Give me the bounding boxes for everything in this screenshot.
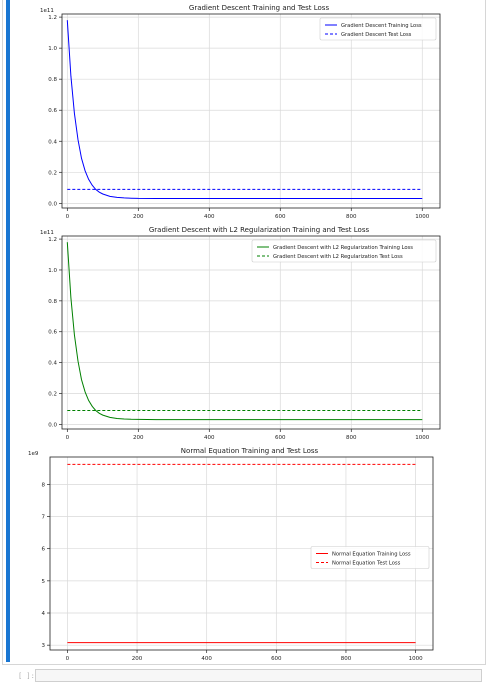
y-tick-label: 4 — [42, 611, 46, 617]
x-tick-label: 400 — [204, 214, 215, 220]
y-tick-label: 1.0 — [48, 268, 57, 274]
plot-frame — [62, 14, 440, 208]
y-tick-label: 0.4 — [48, 361, 57, 367]
y-tick-label: 1.2 — [48, 15, 57, 21]
y-tick-label: 0.2 — [48, 391, 57, 397]
y-tick-label: 1.2 — [48, 237, 57, 243]
y-tick-label: 0.6 — [48, 108, 57, 114]
x-tick-label: 0 — [66, 656, 70, 662]
x-tick-label: 1000 — [415, 435, 429, 441]
y-tick-label: 0.8 — [48, 299, 57, 305]
x-tick-label: 600 — [275, 214, 286, 220]
next-cell-input[interactable] — [35, 669, 482, 682]
y-tick-label: 0.4 — [48, 139, 57, 145]
x-tick-label: 200 — [133, 214, 144, 220]
y-offset-label: 1e11 — [40, 8, 54, 14]
y-tick-label: 0.2 — [48, 170, 57, 176]
legend-label: Gradient Descent with L2 Regularization … — [273, 254, 403, 260]
y-tick-label: 5 — [42, 579, 46, 585]
y-tick-label: 0.0 — [48, 201, 57, 207]
legend-label: Normal Equation Training Loss — [332, 552, 411, 558]
legend-label: Gradient Descent Test Loss — [341, 32, 412, 38]
x-tick-label: 800 — [341, 656, 352, 662]
next-cell-prompt: [ ]: — [18, 672, 36, 682]
x-tick-label: 800 — [346, 214, 357, 220]
x-tick-label: 0 — [66, 214, 70, 220]
series-line-1 — [67, 242, 422, 419]
x-tick-label: 600 — [271, 656, 282, 662]
chart-1: 0 200 400 600 800 1000 0.0 0.2 0.4 0.6 0.8 1.0 1.21e… — [40, 4, 440, 220]
y-tick-label: 0.6 — [48, 330, 57, 336]
chart-output: 0 200 400 600 800 1000 0.0 0.2 0.4 0.6 0.8 1.0 1.2 1e… — [11, 0, 486, 664]
chart-title: Gradient Descent with L2 Regularization … — [149, 226, 370, 234]
x-tick-label: 600 — [275, 435, 286, 441]
chart-title: Gradient Descent Training and Test Loss — [189, 4, 330, 12]
legend-label: Gradient Descent with L2 Regularization … — [273, 245, 413, 251]
x-tick-label: 800 — [346, 435, 357, 441]
x-tick-label: 1000 — [409, 656, 423, 662]
chart-title: Normal Equation Training and Test Loss — [181, 447, 319, 455]
chart-2: 0 200 400 600 800 1000 0.0 0.2 0.4 0.6 0.8 1.0 1.21e… — [40, 226, 440, 441]
x-tick-label: 400 — [201, 656, 212, 662]
cell-output-area[interactable]: 0 200 400 600 800 1000 0.0 0.2 0.4 0.6 0.8 1.0 1.2 1e… — [11, 0, 486, 664]
chart-3: 0 200 400 600 800 1000 3 4 5 6 7 8 1e9 Normal Equatio… — [28, 447, 433, 662]
legend-label: Gradient Descent Training Loss — [341, 23, 422, 29]
x-tick-label: 200 — [133, 435, 144, 441]
y-offset-label: 1e9 — [28, 451, 39, 457]
plot-frame — [62, 236, 440, 429]
y-tick-label: 3 — [42, 643, 46, 649]
cell-selection-bar[interactable] — [6, 0, 10, 662]
x-tick-label: 1000 — [415, 214, 429, 220]
y-tick-label: 8 — [42, 482, 46, 488]
x-tick-label: 0 — [66, 435, 70, 441]
legend-label: Normal Equation Test Loss — [332, 561, 401, 567]
y-tick-label: 7 — [42, 515, 46, 521]
y-offset-label: 1e11 — [40, 230, 54, 236]
x-tick-label: 400 — [204, 435, 215, 441]
y-tick-label: 0.8 — [48, 77, 57, 83]
y-tick-label: 0.0 — [48, 422, 57, 428]
y-tick-label: 1.0 — [48, 46, 57, 52]
series-line-1 — [67, 20, 422, 198]
x-tick-label: 200 — [132, 656, 143, 662]
y-tick-label: 6 — [42, 547, 46, 553]
charts-figure: 0 200 400 600 800 10000.00.20.40.60.81.01.21e… — [11, 0, 486, 664]
